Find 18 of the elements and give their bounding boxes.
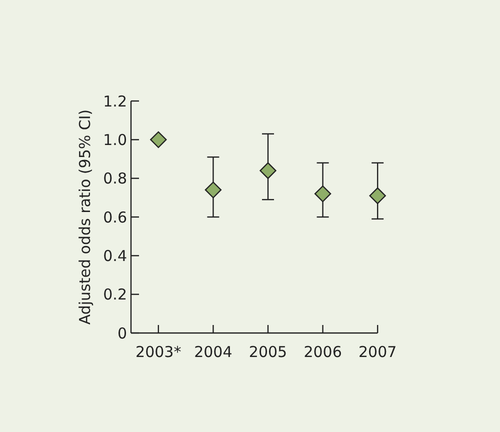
y-tick-label: 1.2 xyxy=(103,92,127,110)
y-tick-label: 0.6 xyxy=(103,208,127,226)
x-tick-label: 2006 xyxy=(304,343,342,361)
x-tick-label: 2005 xyxy=(248,343,288,361)
y-tick-label: 0 xyxy=(117,324,127,342)
y-tick-label: 0.4 xyxy=(103,246,127,265)
point xyxy=(260,162,276,179)
x-tick-label: 2004 xyxy=(194,343,232,361)
point xyxy=(314,185,332,202)
y-tick-label: 0.8 xyxy=(103,170,127,188)
x-tick-label: 2007 xyxy=(358,343,397,361)
x-tick-label: 2003* xyxy=(136,343,182,361)
point xyxy=(204,182,222,198)
point xyxy=(369,187,386,204)
point xyxy=(150,131,167,148)
y-axis-title: Adjusted odds ratio (95% CI) xyxy=(76,109,94,325)
y-tick-label: 1.0 xyxy=(103,130,127,149)
y-tick-label: 0.2 xyxy=(103,286,127,304)
